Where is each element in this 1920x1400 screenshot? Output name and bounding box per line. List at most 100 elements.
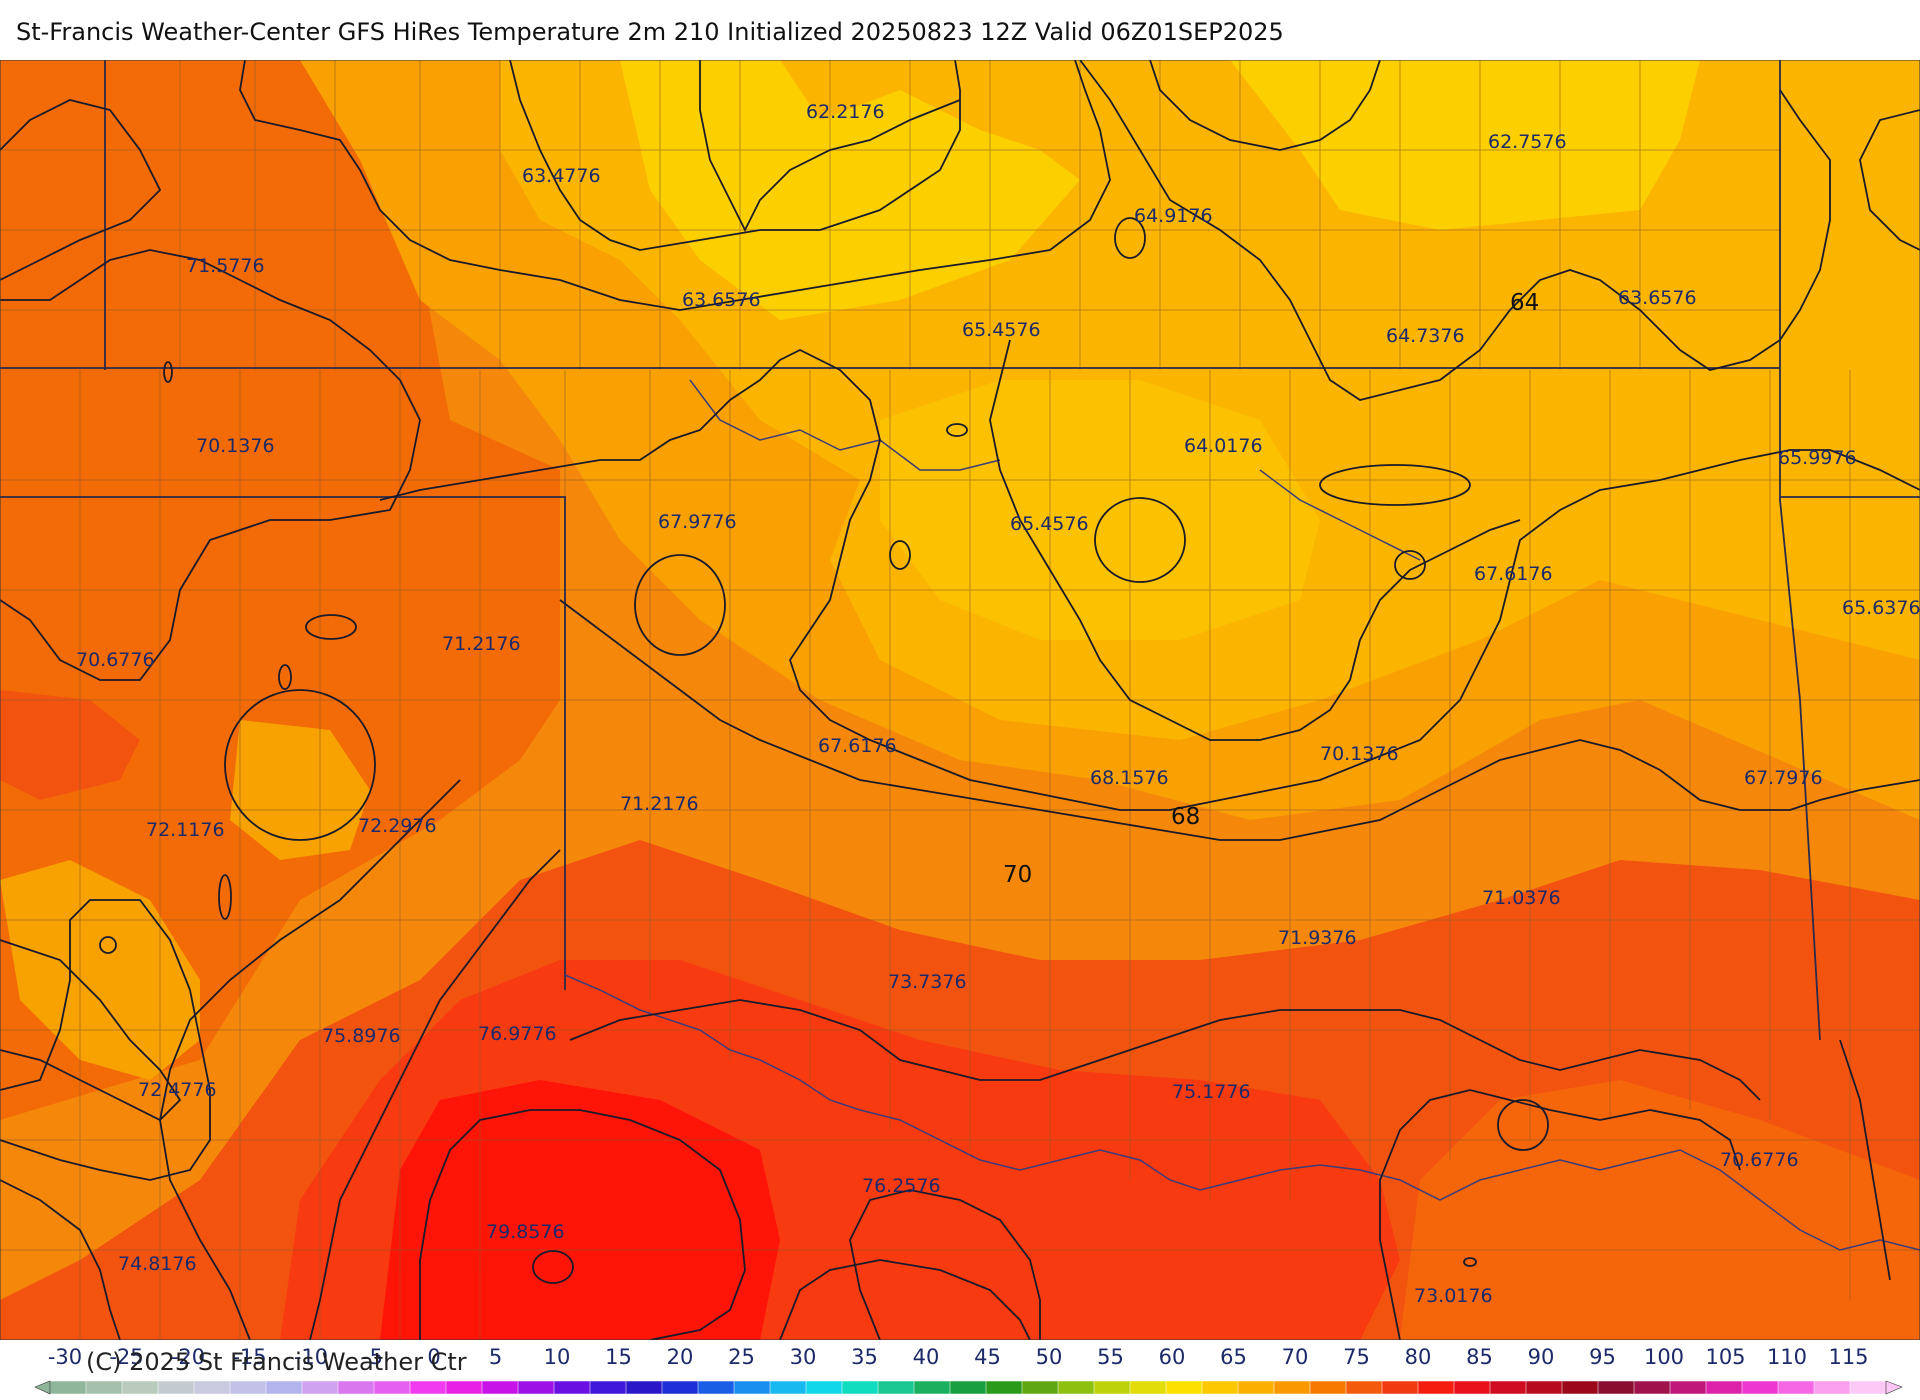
colorbar-left-arrow	[34, 1380, 51, 1395]
station-label: 68.1576	[1090, 767, 1169, 789]
colorbar-cell	[157, 1380, 195, 1395]
fill-southwest-red-orange	[0, 690, 140, 800]
station-label: 76.9776	[478, 1023, 557, 1045]
copyright-text: (C) 2025 St Francis Weather Ctr	[86, 1348, 467, 1376]
colorbar-cell	[985, 1380, 1023, 1395]
colorbar-tick-label: 85	[1466, 1345, 1493, 1369]
colorbar-tick-label: -15	[232, 1345, 266, 1369]
station-label: 70.1376	[1320, 743, 1399, 765]
station-label: 70.6776	[76, 649, 155, 671]
station-label: 64.0176	[1184, 435, 1263, 457]
station-label: 72.1176	[146, 819, 225, 841]
contour-label: 70	[1003, 862, 1032, 888]
colorbar-tick-label: 15	[605, 1345, 632, 1369]
colorbar-tick-label: 60	[1159, 1345, 1186, 1369]
station-value-labels: 62.2176 63.4776 62.7576 64.9176 71.5776 …	[76, 101, 1920, 1307]
station-label: 71.5776	[186, 255, 265, 277]
colorbar-cell	[1777, 1380, 1815, 1395]
station-label: 73.7376	[888, 971, 967, 993]
colorbar-cell	[1561, 1380, 1599, 1395]
colorbar-cell	[1021, 1380, 1059, 1395]
colorbar-cell	[661, 1380, 699, 1395]
station-label: 64.7376	[1386, 325, 1465, 347]
colorbar-cell	[121, 1380, 159, 1395]
colorbar-tick-label: 25	[728, 1345, 755, 1369]
colorbar-cell	[1309, 1380, 1347, 1395]
temperature-map: 62.2176 63.4776 62.7576 64.9176 71.5776 …	[0, 60, 1920, 1340]
colorbar-cell	[445, 1380, 483, 1395]
river-lines	[564, 379, 1920, 1251]
colorbar-cell	[1417, 1380, 1455, 1395]
colorbar-tick-label: 95	[1589, 1345, 1616, 1369]
colorbar-tick-label: 40	[913, 1345, 940, 1369]
colorbar-cell	[1057, 1380, 1095, 1395]
colorbar-cell	[337, 1380, 375, 1395]
colorbar-tick-label: 35	[851, 1345, 878, 1369]
colorbar-tick-label: -10	[294, 1345, 328, 1369]
colorbar-cell	[769, 1380, 807, 1395]
colorbar-cell	[301, 1380, 339, 1395]
colorbar-tick-label: 30	[790, 1345, 817, 1369]
station-label: 74.8176	[118, 1253, 197, 1275]
colorbar-cell	[1597, 1380, 1635, 1395]
fill-southeast-red-orange	[1400, 1080, 1920, 1340]
colorbar-tick-label: -20	[171, 1345, 205, 1369]
colorbar-cell	[49, 1380, 87, 1395]
station-label: 76.2576	[862, 1175, 941, 1197]
map-title: St-Francis Weather-Center GFS HiRes Temp…	[16, 18, 1284, 46]
colorbar-tick-label: 105	[1705, 1345, 1745, 1369]
station-label: 65.6376	[1842, 597, 1920, 619]
station-label: 63.4776	[522, 165, 601, 187]
colorbar-cells	[49, 1380, 1887, 1395]
station-label: 70.1376	[196, 435, 275, 457]
colorbar-cell	[841, 1380, 879, 1395]
colorbar-tick-label: -30	[48, 1345, 82, 1369]
station-label: 63.6576	[682, 289, 761, 311]
station-label: 71.9376	[1278, 927, 1357, 949]
colorbar-cell	[409, 1380, 447, 1395]
colorbar-tick-label: 80	[1405, 1345, 1432, 1369]
station-label: 75.8976	[322, 1025, 401, 1047]
station-label: 62.2176	[806, 101, 885, 123]
colorbar-tick-label: 90	[1528, 1345, 1555, 1369]
colorbar-cell	[481, 1380, 519, 1395]
colorbar-cell	[733, 1380, 771, 1395]
colorbar-cell	[877, 1380, 915, 1395]
colorbar-cell	[1273, 1380, 1311, 1395]
station-label: 71.0376	[1482, 887, 1561, 909]
fill-west-pocket-2	[230, 720, 370, 860]
colorbar-tick-label: 115	[1828, 1345, 1868, 1369]
colorbar-right-arrow	[1885, 1380, 1903, 1395]
colorbar-cell	[1669, 1380, 1707, 1395]
colorbar-cell	[1201, 1380, 1239, 1395]
fill-northeast-yellow	[1230, 60, 1700, 230]
colorbar-cell	[949, 1380, 987, 1395]
county-lines	[0, 60, 1920, 1340]
station-label: 65.4576	[962, 319, 1041, 341]
station-label: 70.6776	[1720, 1149, 1799, 1171]
station-label: 72.4776	[138, 1079, 217, 1101]
fill-central-yellow	[880, 380, 1320, 640]
colorbar-cell	[697, 1380, 735, 1395]
colorbar-cell	[1237, 1380, 1275, 1395]
state-lines	[0, 60, 1920, 1041]
colorbar-cell	[625, 1380, 663, 1395]
colorbar-tick-label: 10	[544, 1345, 571, 1369]
colorbar-cell	[229, 1380, 267, 1395]
fill-north-yellow	[620, 60, 1080, 320]
colorbar-cell	[1633, 1380, 1671, 1395]
station-label: 67.7976	[1744, 767, 1823, 789]
contour-labels: 64 68 70	[1003, 290, 1539, 888]
colorbar-tick-label: 20	[667, 1345, 694, 1369]
contour-label: 64	[1510, 290, 1539, 316]
colorbar-tick-label: 5	[489, 1345, 502, 1369]
station-label: 63.6576	[1618, 287, 1697, 309]
colorbar-cell	[1165, 1380, 1203, 1395]
colorbar-tick-label: 45	[974, 1345, 1001, 1369]
station-label: 65.9976	[1778, 447, 1857, 469]
colorbar-cell	[913, 1380, 951, 1395]
colorbar-cell	[1813, 1380, 1851, 1395]
colorbar-tick-label: 65	[1220, 1345, 1247, 1369]
colorbar-cell	[265, 1380, 303, 1395]
colorbar-tick-labels: -30 -25 -20 -15 -10 -5 0 5 10 15 20 25 30 35 40 45 50 55 6…	[48, 1345, 1869, 1369]
